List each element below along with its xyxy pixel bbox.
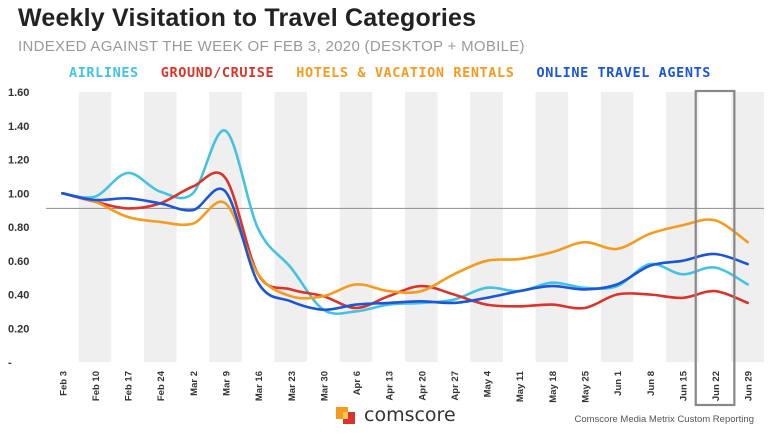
x-tick-label: Jun 29 — [744, 371, 755, 401]
x-tick-label: Jun 1 — [613, 370, 624, 396]
y-tick-label: 1.00 — [8, 188, 29, 200]
column-band — [405, 92, 438, 362]
x-tick-label: Feb 17 — [124, 371, 135, 401]
column-band — [535, 92, 569, 362]
y-tick-label: 0.60 — [8, 256, 29, 268]
x-tick-label: Jun 22 — [711, 371, 722, 401]
comscore-logo-icon — [336, 407, 355, 424]
y-tick-label: 1.20 — [8, 155, 29, 167]
x-tick-label: Mar 30 — [319, 371, 330, 401]
x-tick-label: Apr 20 — [417, 371, 428, 401]
x-tick-label: Apr 13 — [385, 371, 396, 401]
column-band — [339, 92, 373, 362]
column-band — [78, 92, 112, 362]
x-tick-label: May 11 — [515, 370, 526, 402]
legend: AIRLINES GROUND/CRUISE HOTELS & VACATION R… — [0, 65, 780, 81]
series-line-hotels-vacation-rentals — [61, 192, 749, 300]
legend-item-ground-cruise: GROUND/CRUISE — [160, 65, 275, 81]
brand: comscore — [336, 404, 456, 426]
x-tick-label: May 25 — [581, 370, 592, 402]
x-tick-label: Mar 23 — [287, 371, 298, 401]
x-tick-label: May 4 — [483, 370, 494, 397]
x-tick-label: Apr 6 — [352, 371, 363, 395]
chart-subtitle: INDEXED AGAINST THE WEEK OF FEB 3, 2020 … — [18, 38, 525, 55]
x-tick-label: Feb 10 — [91, 371, 102, 401]
legend-item-hotels-vacation-rentals: HOTELS & VACATION RENTALS — [296, 65, 515, 81]
column-band — [600, 92, 634, 362]
legend-item-airlines: AIRLINES — [68, 65, 139, 81]
column-band — [143, 92, 177, 362]
x-tick-label: Mar 9 — [222, 371, 233, 396]
column-band — [209, 92, 242, 362]
legend-item-online-travel-agents: ONLINE TRAVEL AGENTS — [536, 65, 712, 81]
column-band — [470, 92, 503, 362]
x-tick-label: Feb 3 — [58, 371, 69, 396]
chart-title: Weekly Visitation to Travel Categories — [18, 4, 477, 32]
x-tick-label: Mar 16 — [254, 371, 265, 401]
brand-name: comscore — [364, 404, 456, 426]
y-tick-label: 0.80 — [8, 222, 29, 234]
y-tick-label: 1.40 — [8, 121, 29, 133]
column-band — [731, 92, 764, 362]
highlight-box — [694, 89, 736, 407]
y-tick-label: 0.20 — [8, 323, 29, 335]
column-band — [274, 92, 308, 362]
x-tick-label: Feb 24 — [156, 370, 167, 401]
x-tick-label: Jun 15 — [678, 370, 689, 401]
x-tick-label: Apr 27 — [450, 371, 461, 401]
series-line-online-travel-agents — [61, 187, 749, 312]
y-tick-label: 0.40 — [8, 290, 29, 302]
y-tick-label: 1.60 — [8, 87, 29, 99]
x-tick-label: May 18 — [548, 371, 559, 403]
x-tick-label: Mar 2 — [189, 371, 200, 396]
y-tick-label: - — [8, 357, 12, 369]
source-note: Comscore Media Metrix Custom Reporting — [574, 414, 754, 425]
x-tick-label: Jun 8 — [646, 371, 657, 396]
